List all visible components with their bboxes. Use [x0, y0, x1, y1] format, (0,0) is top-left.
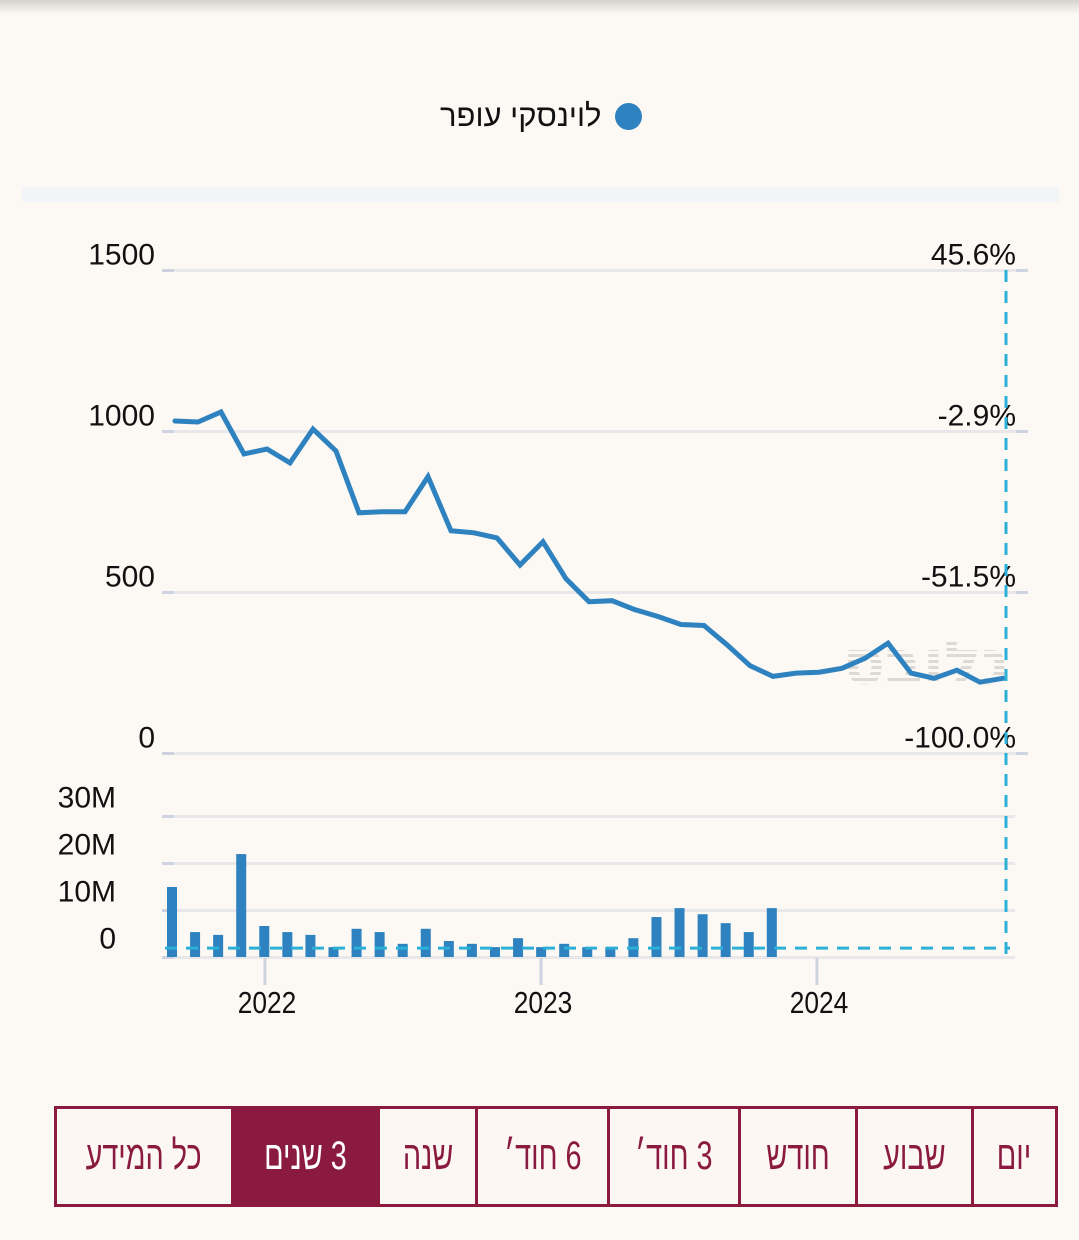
- y2-tick-label: 45.6%: [931, 239, 1016, 272]
- range-button[interactable]: שבוע: [855, 1109, 971, 1204]
- range-button[interactable]: שנה: [377, 1109, 476, 1204]
- range-button-label: 6 חוד׳: [503, 1134, 582, 1178]
- navigator-strip[interactable]: [22, 187, 1059, 202]
- y2-tick-label: -51.5%: [921, 561, 1016, 594]
- volume-bar: [305, 934, 316, 957]
- volume-bar: [397, 943, 408, 957]
- watermark-stripe: [826, 657, 1026, 660]
- watermark-stripe: [826, 651, 1026, 654]
- volume-bar: [466, 943, 477, 957]
- range-button-label: חודש: [766, 1134, 830, 1178]
- y2-tick-label: -100.0%: [904, 722, 1016, 755]
- watermark-text: גלובס: [843, 626, 1009, 699]
- range-button[interactable]: 6 חוד׳: [475, 1109, 607, 1204]
- volume-bar: [674, 908, 685, 957]
- x-tick-label: 2023: [514, 986, 573, 1020]
- watermark-stripe: [826, 645, 1026, 648]
- volume-bar: [213, 934, 224, 957]
- y-tick-label: 500: [105, 561, 155, 594]
- volume-bar: [351, 928, 362, 957]
- range-button[interactable]: 3 חוד׳: [606, 1109, 738, 1204]
- watermark-stripe: [826, 681, 1026, 684]
- volume-bar: [697, 914, 708, 957]
- price-series-line: [172, 408, 1006, 685]
- range-button[interactable]: 3 שנים: [230, 1109, 378, 1204]
- volume-bar: [582, 947, 593, 957]
- volume-bar: [190, 932, 201, 957]
- range-button[interactable]: יום: [970, 1109, 1056, 1204]
- volume-bar: [651, 917, 662, 957]
- y-tick-label: 1000: [88, 400, 155, 433]
- volume-bars: [165, 854, 1010, 957]
- volume-bar: [513, 938, 524, 957]
- volume-bar: [374, 932, 385, 957]
- y2-tick-label: -2.9%: [938, 400, 1016, 433]
- volume-bar: [282, 932, 293, 957]
- range-button-label: 3 חוד׳: [635, 1134, 713, 1178]
- volume-bar: [536, 947, 547, 957]
- legend-label: לוינסקי עופר: [440, 98, 602, 133]
- range-selector: כל המידע 3 שנים שנה 6 חוד׳ 3 חוד׳ חודש שבוע יום: [54, 1106, 1058, 1207]
- grid-lines: [162, 269, 1028, 959]
- chart-svg: גלובס 1500 1000 500 0 45.6% -2.9% -51.5% -100.…: [58, 239, 1028, 1021]
- volume-bar: [236, 854, 247, 957]
- volume-bar: [328, 947, 339, 957]
- y-tick-label: 1500: [88, 239, 155, 272]
- range-button-label: יום: [997, 1134, 1032, 1178]
- watermark-logo: גלובס: [826, 626, 1026, 699]
- x-tick-label: 2024: [790, 986, 849, 1020]
- volume-tick-label: 20M: [58, 829, 116, 862]
- x-tick-label: 2022: [238, 986, 297, 1020]
- x-axis: 2022 2023 2024: [238, 958, 849, 1021]
- range-button[interactable]: כל המידע: [57, 1109, 231, 1204]
- y-tick-label: 0: [138, 722, 155, 755]
- y-axis: 1500 1000 500 0: [88, 239, 155, 755]
- volume-axis: 30M 20M 10M 0: [58, 782, 116, 956]
- watermark-stripe: [826, 639, 1026, 642]
- volume-bar: [743, 932, 754, 957]
- range-button-label: 3 שנים: [264, 1134, 347, 1178]
- volume-bar: [720, 923, 731, 957]
- volume-bar: [766, 908, 777, 957]
- volume-bar: [259, 925, 270, 957]
- price-line: [172, 408, 1006, 685]
- range-button-label: שנה: [402, 1134, 454, 1178]
- watermark-stripe: [826, 669, 1026, 672]
- range-button-label: כל המידע: [85, 1134, 202, 1178]
- volume-tick-label: 30M: [58, 782, 116, 815]
- volume-bar: [420, 928, 431, 957]
- watermark-stripe: [826, 663, 1026, 666]
- watermark-stripe: [826, 687, 1026, 690]
- top-shadow: [0, 0, 1079, 14]
- volume-bar: [559, 943, 570, 957]
- y2-axis: 45.6% -2.9% -51.5% -100.0%: [904, 239, 1016, 755]
- volume-tick-label: 0: [99, 923, 116, 956]
- volume-tick-label: 10M: [58, 876, 116, 909]
- volume-bar: [605, 947, 616, 957]
- legend-dot-icon: [615, 102, 643, 130]
- legend[interactable]: לוינסקי עופר: [440, 96, 643, 136]
- range-button-label: שבוע: [883, 1134, 946, 1178]
- volume-bar: [489, 947, 500, 957]
- volume-bar: [167, 886, 177, 957]
- range-button[interactable]: חודש: [737, 1109, 856, 1204]
